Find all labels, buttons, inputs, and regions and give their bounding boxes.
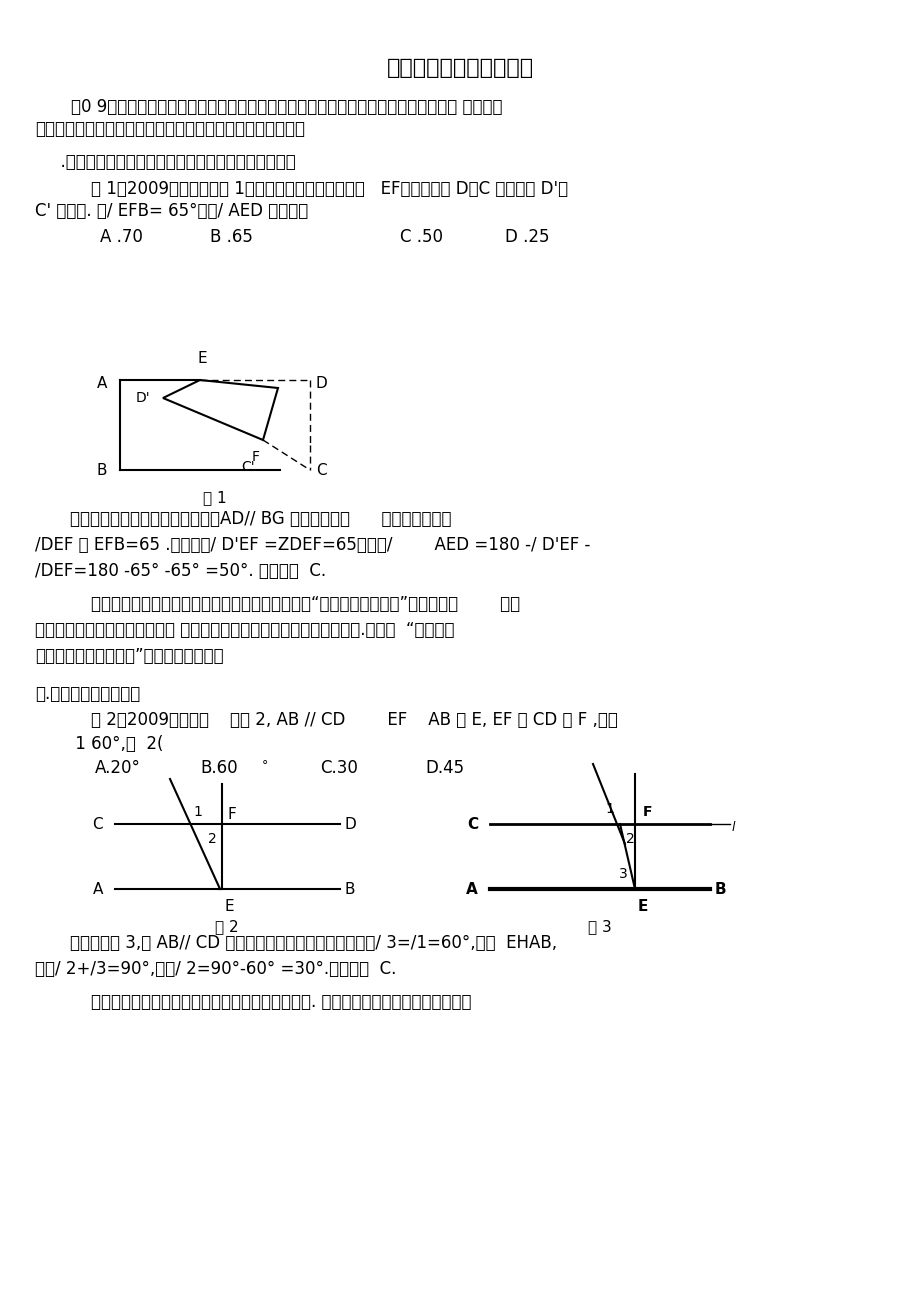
Text: l: l [732, 821, 734, 834]
Text: D: D [315, 375, 327, 391]
Text: C: C [466, 817, 478, 831]
Text: A .70: A .70 [100, 228, 142, 246]
Text: B: B [714, 882, 726, 896]
Text: 于生活，且服务于生活”的这一新课程理念: 于生活，且服务于生活”的这一新课程理念 [35, 648, 223, 665]
Text: C .50: C .50 [400, 228, 443, 246]
Text: 二.平行线与垂线的综合: 二.平行线与垂线的综合 [35, 685, 140, 704]
Text: E: E [637, 899, 648, 913]
Text: E: E [225, 899, 234, 913]
Text: 长方形的对边平行来构造平行线 ，再结合邻补角的定义，使问题得以解决.体现了  “数学来源: 长方形的对边平行来构造平行线 ，再结合邻补角的定义，使问题得以解决.体现了 “数… [35, 622, 454, 638]
Text: D .25: D .25 [505, 228, 549, 246]
Text: 2: 2 [625, 833, 634, 846]
Text: F: F [228, 807, 236, 821]
Text: 点评：本题将平行线的性质与垂直的定义结合起来. 考查了同学们综合运用所学知识解: 点评：本题将平行线的性质与垂直的定义结合起来. 考查了同学们综合运用所学知识解 [70, 993, 471, 1011]
Text: D': D' [135, 391, 150, 405]
Text: B .65: B .65 [210, 228, 253, 246]
Text: A: A [466, 882, 478, 896]
Text: 图 2: 图 2 [215, 919, 239, 934]
Text: C: C [92, 817, 103, 831]
Text: B: B [345, 882, 355, 896]
Text: 图 1: 图 1 [203, 490, 227, 506]
Text: F: F [252, 450, 260, 464]
Text: A.20°: A.20° [95, 760, 141, 777]
Text: 析解：根据长方形的对边平行知：AD// BG 由两直线平行      ，内错角相等得: 析解：根据长方形的对边平行知：AD// BG 由两直线平行 ，内错角相等得 [70, 509, 451, 528]
Text: A: A [96, 375, 107, 391]
Text: 2: 2 [208, 833, 216, 846]
Text: C' 的位置. 若/ EFB= 65°，则/ AED 等于（）: C' 的位置. 若/ EFB= 65°，则/ AED 等于（） [35, 202, 308, 220]
Text: D.45: D.45 [425, 760, 463, 777]
Text: 图 3: 图 3 [587, 919, 611, 934]
Text: A: A [93, 882, 103, 896]
Text: 3: 3 [618, 866, 627, 881]
Text: °: ° [262, 760, 268, 771]
Text: 考查的新题，现举例加以分析，以透视该知识点新题型的特点: 考查的新题，现举例加以分析，以透视该知识点新题型的特点 [35, 120, 305, 138]
Text: D: D [345, 817, 357, 831]
Text: 例 2（2009年清远）    如图 2, AB // CD        EF    AB 于 E, EF 交 CD 于 F ,已知: 例 2（2009年清远） 如图 2, AB // CD EF AB 于 E, E… [70, 711, 618, 728]
Text: /DEF=180 -65° -65° =50°. 因此选择  C.: /DEF=180 -65° -65° =50°. 因此选择 C. [35, 562, 325, 580]
Text: 1: 1 [193, 805, 202, 820]
Text: C.30: C.30 [320, 760, 357, 777]
Text: 1 60°,则  2(: 1 60°,则 2( [70, 735, 164, 753]
Text: 解析：如图 3,由 AB// CD 根据两直线平行，同位角相等可得/ 3=/1=60°,因为  EHAB,: 解析：如图 3,由 AB// CD 根据两直线平行，同位角相等可得/ 3=/1=… [70, 934, 557, 952]
Text: 平行线的性质新题型赏析: 平行线的性质新题型赏析 [386, 59, 533, 78]
Text: C': C' [241, 460, 255, 474]
Text: C: C [315, 463, 326, 477]
Text: 在0 9年中考中，考查平行线的性质方面的考题，除直接考查外，也出现了与相关知识 结合起来: 在0 9年中考中，考查平行线的性质方面的考题，除直接考查外，也出现了与相关知识 … [50, 98, 502, 116]
Text: F: F [642, 805, 652, 820]
Text: 点评：本题巧妙以同学们非常熟悉，经常动手做的“长方形纸片的折叠”来设置情境        ，以: 点评：本题巧妙以同学们非常熟悉，经常动手做的“长方形纸片的折叠”来设置情境 ，以 [70, 595, 519, 612]
Text: 1: 1 [605, 803, 614, 816]
Text: B.60: B.60 [199, 760, 237, 777]
Text: B: B [96, 463, 107, 477]
Text: /DEF 至 EFB=65 .由折叠知/ D'EF =ZDEF=65，所以/        AED =180 -/ D'EF -: /DEF 至 EFB=65 .由折叠知/ D'EF =ZDEF=65，所以/ A… [35, 536, 590, 554]
Text: .以四边形折叠为背景，利用对边平行，求相关的角度: .以四边形折叠为背景，利用对边平行，求相关的角度 [50, 152, 295, 171]
Text: 例 1（2009年日照）如图 1所示，把一个长方形纸片沿   EF折叠后，点 D，C 分别落在 D'，: 例 1（2009年日照）如图 1所示，把一个长方形纸片沿 EF折叠后，点 D，C… [70, 180, 568, 198]
Text: E: E [197, 351, 207, 366]
Text: 可得/ 2+/3=90°,因此/ 2=90°-60° =30°.所以选择  C.: 可得/ 2+/3=90°,因此/ 2=90°-60° =30°.所以选择 C. [35, 960, 396, 979]
